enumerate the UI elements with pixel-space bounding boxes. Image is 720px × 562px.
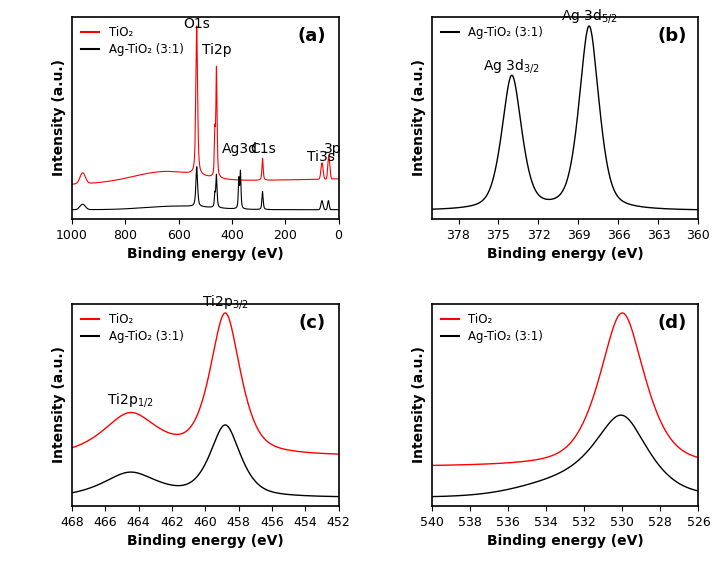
Text: C1s: C1s	[250, 142, 276, 156]
Text: O1s: O1s	[184, 17, 210, 31]
Text: (d): (d)	[657, 314, 686, 332]
Legend: TiO₂, Ag-TiO₂ (3:1): TiO₂, Ag-TiO₂ (3:1)	[78, 310, 187, 346]
X-axis label: Binding energy (eV): Binding energy (eV)	[487, 534, 644, 548]
X-axis label: Binding energy (eV): Binding energy (eV)	[487, 247, 644, 261]
Y-axis label: Intensity (a.u.): Intensity (a.u.)	[413, 60, 426, 176]
Text: Ti2p: Ti2p	[202, 43, 231, 57]
Text: Ti3s: Ti3s	[307, 149, 335, 164]
Legend: Ag-TiO₂ (3:1): Ag-TiO₂ (3:1)	[438, 23, 547, 43]
Y-axis label: Intensity (a.u.): Intensity (a.u.)	[53, 60, 66, 176]
Text: Ti2p$_{1/2}$: Ti2p$_{1/2}$	[107, 391, 153, 409]
Legend: TiO₂, Ag-TiO₂ (3:1): TiO₂, Ag-TiO₂ (3:1)	[78, 23, 187, 60]
Text: 3p: 3p	[324, 142, 341, 156]
Text: Ti2p$_{3/2}$: Ti2p$_{3/2}$	[202, 293, 248, 311]
Text: (a): (a)	[297, 27, 326, 45]
Text: O1s: O1s	[0, 561, 1, 562]
Y-axis label: Intensity (a.u.): Intensity (a.u.)	[413, 346, 426, 463]
Text: (b): (b)	[657, 27, 686, 45]
Text: Ag 3d$_{3/2}$: Ag 3d$_{3/2}$	[483, 57, 540, 75]
Text: Ag3d: Ag3d	[222, 142, 258, 156]
Legend: TiO₂, Ag-TiO₂ (3:1): TiO₂, Ag-TiO₂ (3:1)	[438, 310, 547, 346]
Text: (c): (c)	[298, 314, 325, 332]
Text: Ag 3d$_{5/2}$: Ag 3d$_{5/2}$	[561, 7, 618, 25]
X-axis label: Binding energy (eV): Binding energy (eV)	[127, 247, 284, 261]
X-axis label: Binding energy (eV): Binding energy (eV)	[127, 534, 284, 548]
Y-axis label: Intensity (a.u.): Intensity (a.u.)	[53, 346, 66, 463]
